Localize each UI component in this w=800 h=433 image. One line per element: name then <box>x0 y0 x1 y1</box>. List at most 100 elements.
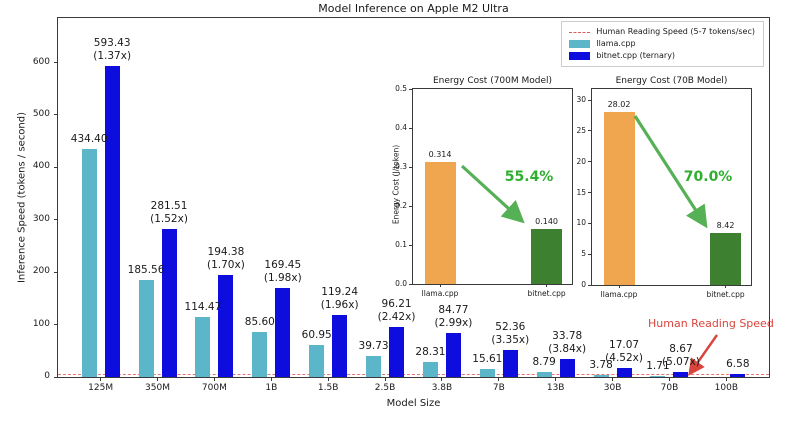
bar-llama-30B <box>593 375 609 377</box>
x-tick-label: bitnet.cpp <box>527 289 566 298</box>
y-tick <box>588 284 592 286</box>
bar-value-label: 0.140 <box>535 217 558 227</box>
bar-llama.cpp <box>603 112 635 285</box>
y-tick-label: 200 <box>32 266 50 277</box>
x-tick <box>213 377 215 381</box>
x-tick <box>327 377 329 381</box>
bar-value-label: 8.42 <box>716 221 735 231</box>
y-tick <box>588 222 592 224</box>
y-tick-label: 0.0 <box>395 279 407 288</box>
bar-value-label: 15.61 <box>472 352 503 365</box>
y-tick-label: 400 <box>32 161 50 172</box>
bar-value-label: 8.79 <box>532 356 556 369</box>
dashed-line-icon <box>569 31 591 33</box>
bar-value-label: 84.77 (2.99x) <box>434 303 473 329</box>
y-tick <box>54 219 58 221</box>
y-tick-label: 300 <box>32 213 50 224</box>
y-tick <box>588 130 592 132</box>
x-tick <box>668 377 670 381</box>
x-tick-label: 100B <box>714 383 738 393</box>
x-tick <box>612 377 614 381</box>
x-tick-label: 700M <box>201 383 227 393</box>
bar-bitnet.cpp <box>710 233 742 285</box>
legend-item-llama: llama.cpp <box>569 38 755 50</box>
x-tick <box>725 377 727 381</box>
bar-value-label: 28.02 <box>607 100 631 110</box>
x-tick-label: llama.cpp <box>421 289 459 298</box>
y-axis-label: Inference Speed (tokens / second) <box>16 111 28 284</box>
y-tick-label: 0.2 <box>395 201 407 210</box>
y-tick-label: 0.5 <box>395 84 407 93</box>
bar-llama-1B <box>252 332 268 377</box>
y-tick <box>409 127 413 129</box>
bar-bitnet-70B <box>673 372 689 377</box>
bar-bitnet-1.5B <box>332 314 348 377</box>
y-tick <box>588 192 592 194</box>
chart-title: Model Inference on Apple M2 Ultra <box>318 2 509 15</box>
bar-bitnet-700M <box>218 275 234 377</box>
y-tick <box>54 114 58 116</box>
x-tick-label: 2.5B <box>374 383 396 393</box>
bar-llama-13B <box>536 372 552 377</box>
y-tick <box>54 324 58 326</box>
bar-llama-700M <box>195 317 211 377</box>
bar-value-label: 17.07 (4.52x) <box>605 339 643 365</box>
x-tick-label: 1.5B <box>317 383 339 393</box>
y-tick-label: 10 <box>576 218 586 228</box>
legend: Human Reading Speed (5-7 tokens/sec) lla… <box>561 21 764 67</box>
y-tick-label: 100 <box>32 318 50 329</box>
y-tick-label: 0 <box>44 371 50 381</box>
bar-value-label: 6.58 <box>726 357 750 370</box>
x-tick <box>441 377 443 381</box>
y-tick-label: 20 <box>576 156 586 166</box>
bar-llama-70B <box>650 376 666 377</box>
x-tick-label: 350M <box>145 383 170 393</box>
x-tick-label: 1B <box>265 383 278 393</box>
bar-llama-350M <box>138 279 154 377</box>
bar-bitnet-30B <box>616 368 632 377</box>
bar-value-label: 8.67 (5.07x) <box>662 343 700 369</box>
y-tick <box>409 205 413 207</box>
x-tick <box>157 377 159 381</box>
bar-value-label: 169.45 (1.98x) <box>263 259 302 285</box>
x-tick <box>439 284 441 287</box>
y-tick-label: 0.4 <box>395 123 407 132</box>
bar-bitnet-125M <box>104 65 120 377</box>
bar-llama-2.5B <box>366 356 382 377</box>
x-tick <box>270 377 272 381</box>
inset1-plot: 0.0 0.1 0.2 0.3 0.4 0.5 llama.cpp 0.314 bitnet.c… <box>395 84 573 298</box>
x-tick <box>100 377 102 381</box>
y-tick-label: 600 <box>32 56 50 67</box>
bar-value-label: 194.38 (1.70x) <box>207 246 245 272</box>
bar-value-label: 85.60 <box>244 316 275 329</box>
legend-item-bitnet: bitnet.cpp (ternary) <box>569 50 755 62</box>
bar-llama.cpp <box>424 161 456 284</box>
bar-bitnet-100B <box>730 373 746 377</box>
legend-label: Human Reading Speed (5-7 tokens/sec) <box>596 27 755 36</box>
reduction-percent-label: 70.0% <box>683 169 733 186</box>
bar-bitnet-1B <box>275 288 291 377</box>
x-tick <box>555 377 557 381</box>
y-tick <box>54 166 58 168</box>
bar-value-label: 96.21 (2.42x) <box>377 297 416 323</box>
bar-value-label: 28.31 <box>415 346 446 359</box>
y-tick <box>588 99 592 101</box>
bar-llama-3.8B <box>422 362 438 377</box>
y-tick-label: 0.3 <box>395 162 407 171</box>
x-tick-label: 125M <box>88 383 114 393</box>
bar-value-label: 593.43 (1.37x) <box>93 36 132 62</box>
x-tick <box>498 377 500 381</box>
llama-swatch-icon <box>569 40 591 48</box>
x-tick-label: 30B <box>603 383 622 393</box>
x-tick <box>618 285 620 288</box>
y-tick-label: 5 <box>581 249 586 259</box>
bar-llama-125M <box>81 149 97 377</box>
bar-value-label: 281.51 (1.52x) <box>150 200 188 226</box>
y-tick <box>588 253 592 255</box>
bar-value-label: 33.78 (3.84x) <box>548 330 587 356</box>
x-tick <box>725 285 727 288</box>
bar-bitnet-13B <box>559 359 575 377</box>
bar-bitnet-350M <box>161 229 177 377</box>
y-tick-label: 25 <box>576 125 586 135</box>
